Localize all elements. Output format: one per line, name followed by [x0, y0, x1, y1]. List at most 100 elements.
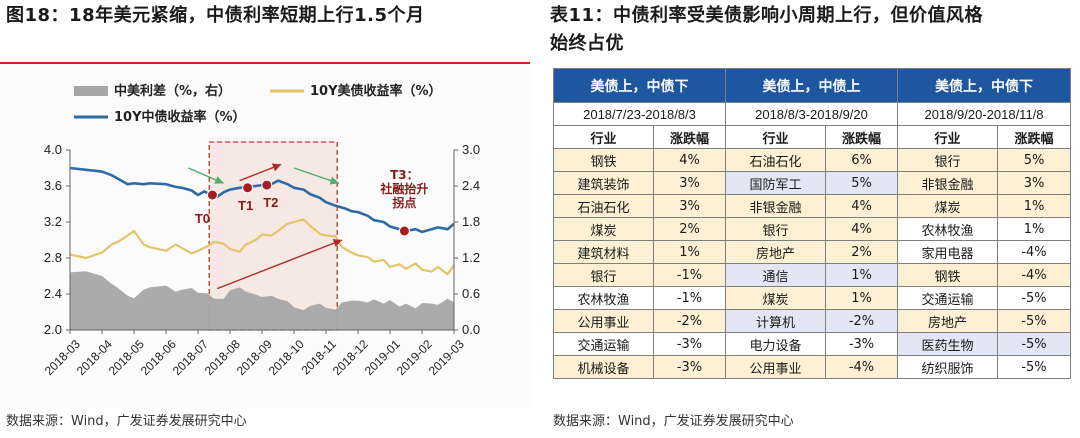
- y-left-tick-label: 2.4: [44, 286, 62, 301]
- col-header-industry: 行业: [553, 125, 654, 149]
- change-cell: 1%: [997, 194, 1071, 218]
- industry-cell: 公用事业: [553, 309, 654, 333]
- industry-cell: 家用电器: [897, 240, 998, 264]
- table-row: 石油石化 3% 非银金融 4% 煤炭 1%: [553, 194, 1071, 218]
- table-row: 农林牧渔 -1% 煤炭 1% 交通运输 -5%: [553, 286, 1071, 310]
- industry-cell: 建筑材料: [553, 240, 654, 264]
- event-label: T2: [263, 195, 278, 210]
- change-cell: -5%: [997, 332, 1071, 356]
- event-marker: [398, 225, 410, 237]
- change-cell: 1%: [653, 240, 726, 264]
- event-label-line: T3：: [390, 168, 419, 182]
- industry-cell: 交通运输: [553, 332, 654, 356]
- y-right-tick-label: 1.8: [462, 214, 480, 229]
- change-cell: -5%: [997, 355, 1071, 379]
- change-cell: 4%: [825, 194, 898, 218]
- change-cell: 1%: [825, 286, 898, 310]
- event-label: T1: [238, 198, 253, 213]
- table-title: 表11：中债利率受美债影响小周期上行，但价值风格 始终占优: [550, 2, 1070, 58]
- change-cell: 2%: [825, 240, 898, 264]
- industry-cell: 房地产: [897, 309, 998, 333]
- table-body: 钢铁 4% 石油石化 6% 银行 5% 建筑装饰 3% 国防军工 5% 非银金融 3% 石油石化 3% 非银…: [553, 148, 1071, 379]
- figure-title: 图18：18年美元紧缩，中债利率短期上行1.5个月: [6, 5, 425, 26]
- col-header-change: 涨跌幅: [825, 125, 898, 149]
- industry-cell: 非银金融: [725, 194, 826, 218]
- up-arrow-2: [216, 239, 343, 290]
- y-left-tick-label: 2.0: [44, 322, 62, 337]
- industry-cell: 非银金融: [897, 171, 998, 195]
- yield-chart: 2.0 2.4 2.8 3.2 3.6 4.0 0.0 0.6 1.2 1.8 2.4 3.0 2018…: [42, 83, 480, 378]
- change-cell: 2%: [653, 217, 726, 241]
- industry-cell: 计算机: [725, 309, 826, 333]
- change-cell: -2%: [825, 309, 898, 333]
- industry-cell: 煤炭: [553, 217, 654, 241]
- change-cell: 3%: [653, 194, 726, 218]
- period-3: 2018/9/20-2018/11/8: [897, 102, 1071, 126]
- y-right-tick-label: 3.0: [462, 142, 480, 157]
- change-cell: -1%: [653, 263, 726, 287]
- change-cell: 4%: [653, 148, 726, 172]
- change-cell: 5%: [825, 171, 898, 195]
- table-source: 数据来源：Wind，广发证券发展研究中心: [553, 414, 794, 429]
- change-cell: -1%: [653, 286, 726, 310]
- y-left-tick-label: 4.0: [44, 142, 62, 157]
- change-cell: -2%: [653, 309, 726, 333]
- up-arrow-1: [239, 163, 282, 182]
- table-row: 钢铁 4% 石油石化 6% 银行 5%: [553, 148, 1071, 172]
- industry-cell: 石油石化: [725, 148, 826, 172]
- us10y-line: [69, 218, 455, 276]
- table-row: 建筑材料 1% 房地产 2% 家用电器 -4%: [553, 240, 1071, 264]
- table-title-line1: 表11：中债利率受美债影响小周期上行，但价值风格: [550, 5, 984, 26]
- industry-cell: 煤炭: [897, 194, 998, 218]
- change-cell: 6%: [825, 148, 898, 172]
- down-arrow-2: [293, 167, 340, 185]
- y-right-tick-label: 0.0: [462, 322, 480, 337]
- table-row: 机械设备 -3% 公用事业 -4% 纺织服饰 -5%: [553, 355, 1071, 379]
- change-cell: 5%: [997, 148, 1071, 172]
- y-left-tick-label: 3.6: [44, 178, 62, 193]
- industry-cell: 公用事业: [725, 355, 826, 379]
- period-2: 2018/8/3-2018/9/20: [725, 102, 898, 126]
- event-label-line: 拐点: [392, 195, 416, 210]
- table-row: 公用事业 -2% 计算机 -2% 房地产 -5%: [553, 309, 1071, 333]
- y-left-tick-label: 3.2: [44, 214, 62, 229]
- industry-cell: 电力设备: [725, 332, 826, 356]
- table-row: 建筑装饰 3% 国防军工 5% 非银金融 3%: [553, 171, 1071, 195]
- period-1: 2018/7/23-2018/8/3: [553, 102, 726, 126]
- industry-cell: 农林牧渔: [553, 286, 654, 310]
- industry-cell: 煤炭: [725, 286, 826, 310]
- change-cell: -5%: [997, 286, 1071, 310]
- x-tick-label: 2019-03: [426, 337, 467, 378]
- industry-cell: 农林牧渔: [897, 217, 998, 241]
- change-cell: 1%: [997, 217, 1071, 241]
- change-cell: -3%: [825, 332, 898, 356]
- group-header-2: 美债上，中债上: [725, 68, 898, 103]
- legend-swatch: [74, 86, 108, 96]
- spread-area: [70, 271, 454, 330]
- down-arrow-1: [188, 167, 224, 184]
- group-header-1: 美债上，中债下: [553, 68, 726, 103]
- y-left-tick-label: 2.8: [44, 250, 62, 265]
- industry-cell: 交通运输: [897, 286, 998, 310]
- event-label-line: 社融抬升: [379, 181, 428, 196]
- industry-cell: 通信: [725, 263, 826, 287]
- table-row: 交通运输 -3% 电力设备 -3% 医药生物 -5%: [553, 332, 1071, 356]
- industry-cell: 国防军工: [725, 171, 826, 195]
- change-cell: -3%: [653, 332, 726, 356]
- industry-cell: 房地产: [725, 240, 826, 264]
- change-cell: -3%: [653, 355, 726, 379]
- event-marker: [242, 182, 254, 194]
- legend-label: 中美利差（%，右）: [114, 83, 231, 99]
- industry-cell: 银行: [725, 217, 826, 241]
- col-header-change: 涨跌幅: [653, 125, 726, 149]
- industry-cell: 医药生物: [897, 332, 998, 356]
- event-label: T0: [195, 211, 210, 226]
- group-header-3: 美债上，中债下: [897, 68, 1071, 103]
- y-right-tick-label: 1.2: [462, 250, 480, 265]
- table-row: 煤炭 2% 银行 4% 农林牧渔 1%: [553, 217, 1071, 241]
- change-cell: -4%: [997, 263, 1071, 287]
- figure-source: 数据来源：Wind，广发证券发展研究中心: [6, 414, 247, 429]
- change-cell: -4%: [825, 355, 898, 379]
- change-cell: 1%: [825, 263, 898, 287]
- change-cell: -4%: [997, 240, 1071, 264]
